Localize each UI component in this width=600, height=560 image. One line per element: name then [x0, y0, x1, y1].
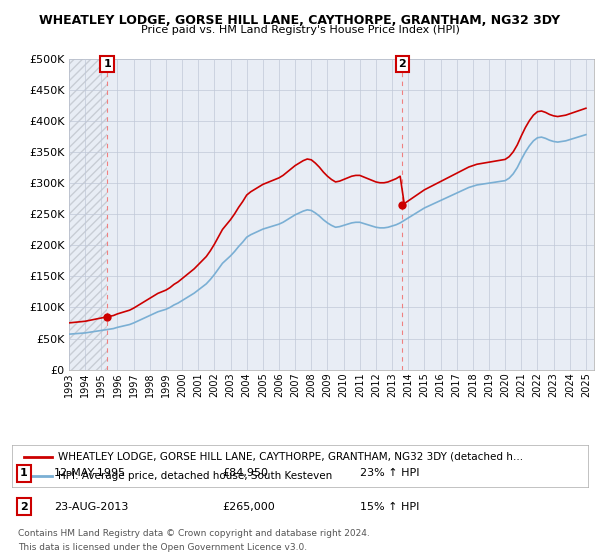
Text: WHEATLEY LODGE, GORSE HILL LANE, CAYTHORPE, GRANTHAM, NG32 3DY (detached h…: WHEATLEY LODGE, GORSE HILL LANE, CAYTHOR… — [58, 451, 523, 461]
Text: £265,000: £265,000 — [222, 502, 275, 512]
Text: This data is licensed under the Open Government Licence v3.0.: This data is licensed under the Open Gov… — [18, 543, 307, 552]
Text: Price paid vs. HM Land Registry's House Price Index (HPI): Price paid vs. HM Land Registry's House … — [140, 25, 460, 35]
Text: WHEATLEY LODGE, GORSE HILL LANE, CAYTHORPE, GRANTHAM, NG32 3DY: WHEATLEY LODGE, GORSE HILL LANE, CAYTHOR… — [40, 14, 560, 27]
Text: 1: 1 — [103, 59, 111, 69]
Bar — [69, 59, 107, 370]
Text: 23% ↑ HPI: 23% ↑ HPI — [360, 468, 419, 478]
Text: 15% ↑ HPI: 15% ↑ HPI — [360, 502, 419, 512]
Text: 12-MAY-1995: 12-MAY-1995 — [54, 468, 126, 478]
Text: £84,950: £84,950 — [222, 468, 268, 478]
Text: 2: 2 — [20, 502, 28, 512]
Text: 2: 2 — [398, 59, 406, 69]
Text: 1: 1 — [20, 468, 28, 478]
Text: HPI: Average price, detached house, South Kesteven: HPI: Average price, detached house, Sout… — [58, 471, 332, 481]
Text: Contains HM Land Registry data © Crown copyright and database right 2024.: Contains HM Land Registry data © Crown c… — [18, 529, 370, 538]
Text: 23-AUG-2013: 23-AUG-2013 — [54, 502, 128, 512]
